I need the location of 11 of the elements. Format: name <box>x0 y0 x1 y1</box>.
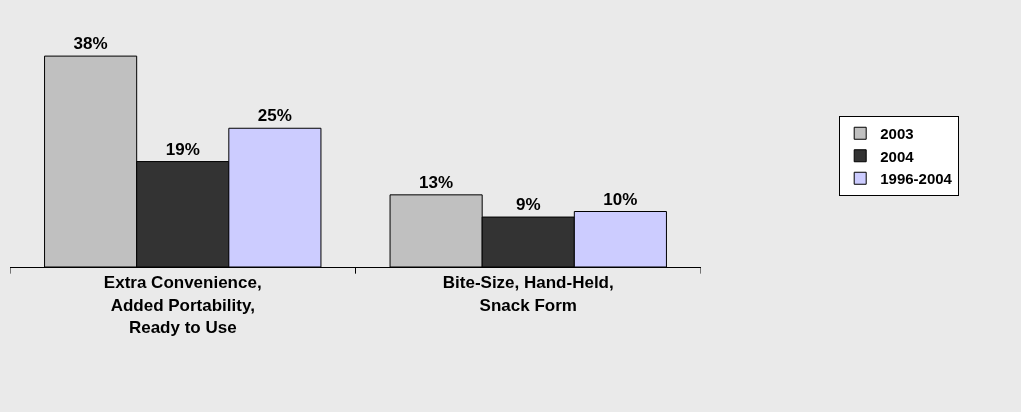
legend-label: 2004 <box>880 147 915 165</box>
x-tick-label: Extra Convenience, Added Portability, Ready to Use <box>103 273 262 337</box>
legend-label: 1996-2004 <box>880 170 953 188</box>
data-label: 25% <box>257 106 292 126</box>
data-label: 19% <box>165 139 200 159</box>
data-label: 13% <box>419 172 454 192</box>
x-tick-label: Bite-Size, Hand-Held, Snack Form <box>442 273 614 315</box>
data-label: 10% <box>603 189 638 209</box>
data-label: 38% <box>73 34 108 54</box>
legend-label: 2003 <box>880 125 914 143</box>
data-label: 9% <box>515 195 541 215</box>
